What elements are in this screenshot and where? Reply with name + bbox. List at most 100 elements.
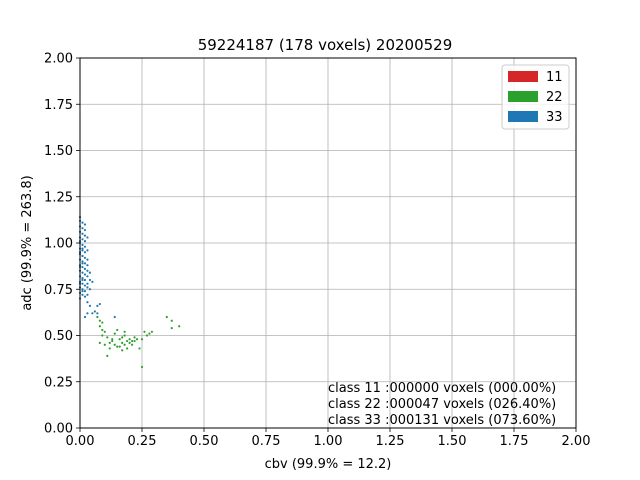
data-point-class-33 [91, 312, 94, 315]
data-point-class-33 [83, 273, 87, 276]
data-point-class-33 [81, 288, 84, 291]
data-point-class-33 [86, 258, 89, 261]
data-point-class-33 [83, 267, 87, 270]
annotation-class-11: class 11 :000000 voxels (000.00%) [328, 381, 556, 396]
x-tick-label: 1.50 [438, 434, 467, 449]
y-tick-label: 1.00 [44, 237, 73, 252]
data-point-class-33 [81, 271, 84, 274]
data-point-class-33 [96, 304, 99, 307]
data-point-class-33 [81, 290, 84, 293]
data-point-class-22 [145, 334, 149, 337]
data-point-class-22 [135, 338, 139, 341]
data-point-class-33 [83, 234, 87, 237]
data-point-class-22 [133, 336, 136, 339]
data-point-class-33 [86, 269, 89, 272]
data-point-class-33 [81, 278, 84, 282]
data-point-class-33 [83, 284, 87, 287]
data-point-class-33 [81, 221, 84, 224]
data-point-class-33 [81, 249, 84, 252]
legend-swatch-33 [508, 111, 538, 122]
data-point-class-33 [98, 302, 101, 306]
data-point-class-33 [88, 271, 92, 274]
x-axis-label: cbv (99.9% = 12.2) [265, 457, 392, 472]
data-point-class-33 [88, 278, 92, 282]
data-point-class-22 [113, 343, 116, 346]
data-point-class-33 [83, 290, 87, 293]
x-tick-label: 1.75 [500, 434, 529, 449]
data-point-class-22 [178, 325, 181, 328]
data-point-class-33 [83, 240, 87, 243]
legend-label-33: 33 [546, 110, 563, 125]
data-point-class-22 [121, 341, 124, 344]
x-tick-label: 0.00 [66, 434, 95, 449]
y-tick-label: 0.50 [44, 329, 73, 344]
legend: 11 22 33 [501, 64, 570, 130]
data-point-class-33 [81, 247, 84, 250]
data-point-class-22 [130, 339, 134, 343]
data-point-class-22 [98, 341, 101, 344]
legend-swatch-11 [508, 71, 538, 82]
data-point-class-22 [138, 347, 141, 350]
data-point-class-22 [96, 315, 99, 319]
data-point-class-22 [113, 332, 116, 335]
x-tick-label: 0.25 [128, 434, 157, 449]
data-point-class-22 [118, 338, 121, 341]
data-point-class-22 [123, 334, 126, 337]
data-point-class-33 [81, 265, 84, 269]
data-point-class-22 [116, 328, 119, 332]
chart-title: 59224187 (178 voxels) 20200529 [198, 36, 453, 54]
data-point-class-33 [86, 286, 89, 289]
legend-label-11: 11 [546, 70, 563, 85]
data-point-class-22 [111, 338, 114, 341]
data-point-class-33 [86, 275, 89, 278]
data-point-class-22 [121, 349, 124, 352]
data-point-class-22 [128, 338, 131, 341]
legend-label-22: 22 [546, 90, 563, 105]
data-point-class-22 [103, 343, 106, 346]
axis-ticks: 0.00 0.25 0.50 0.75 1.00 1.25 1.50 1.75 2.00 0.00… [44, 52, 590, 450]
data-point-class-22 [165, 315, 168, 319]
data-point-class-22 [170, 319, 173, 322]
data-point-class-22 [143, 330, 146, 333]
data-point-class-22 [126, 347, 129, 350]
data-point-class-22 [106, 354, 109, 357]
y-tick-label: 0.25 [44, 375, 73, 390]
data-point-class-33 [113, 315, 116, 319]
x-tick-label: 1.25 [376, 434, 405, 449]
data-point-class-22 [121, 336, 124, 339]
data-point-class-22 [116, 345, 119, 348]
data-point-class-22 [126, 339, 129, 343]
data-point-class-22 [128, 341, 131, 344]
y-tick-label: 1.50 [44, 144, 73, 159]
data-point-class-33 [86, 264, 89, 267]
data-point-class-33 [81, 227, 84, 230]
data-point-class-33 [83, 251, 87, 254]
data-point-class-33 [81, 262, 84, 265]
y-tick-label: 2.00 [44, 52, 73, 67]
data-point-class-22 [118, 345, 121, 348]
data-point-class-22 [108, 341, 111, 344]
data-point-class-33 [81, 293, 84, 296]
data-point-class-33 [86, 301, 89, 304]
data-point-class-33 [83, 278, 87, 282]
data-point-class-33 [86, 312, 89, 315]
data-point-class-22 [123, 343, 126, 346]
data-point-class-33 [83, 315, 87, 319]
annotation-class-33: class 33 :000131 voxels (073.60%) [328, 413, 556, 428]
data-point-class-33 [81, 282, 84, 285]
data-point-class-22 [140, 365, 144, 369]
data-point-class-33 [83, 245, 87, 248]
data-point-class-33 [86, 282, 89, 285]
data-point-class-33 [86, 293, 89, 296]
data-point-class-33 [81, 277, 84, 280]
data-point-class-33 [83, 262, 87, 265]
class-summary: class 11 :000000 voxels (000.00%) class … [328, 381, 556, 428]
y-tick-label: 1.25 [44, 190, 73, 205]
data-point-class-22 [101, 328, 104, 332]
data-point-class-22 [140, 338, 144, 341]
data-point-class-33 [83, 295, 87, 298]
data-point-class-33 [81, 254, 84, 258]
data-point-class-22 [150, 330, 154, 333]
data-point-class-33 [83, 223, 87, 226]
